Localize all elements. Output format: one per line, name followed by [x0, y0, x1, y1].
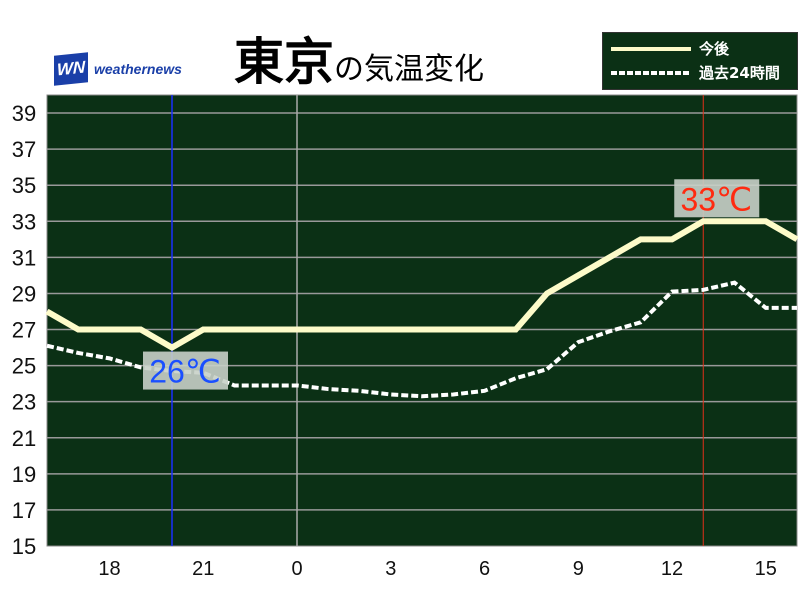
y-tick-label: 19	[12, 462, 36, 487]
y-tick-label: 23	[12, 390, 36, 415]
y-tick-label: 29	[12, 281, 36, 306]
legend-label: 過去24時間	[699, 64, 780, 82]
x-tick-label: 0	[291, 558, 302, 580]
x-tick-label: 12	[661, 558, 683, 580]
y-tick-label: 25	[12, 354, 36, 379]
y-tick-label: 17	[12, 498, 36, 523]
annotation-label: 33℃	[680, 181, 752, 217]
annotation-box	[674, 179, 760, 218]
title-city: 東京	[234, 33, 334, 91]
title-sub: の気温変化	[334, 52, 484, 87]
annotation-box	[143, 351, 228, 390]
x-tick-label: 15	[755, 558, 777, 580]
y-tick-label: 21	[12, 426, 36, 451]
chart-title: 東京の気温変化	[234, 22, 484, 94]
weathernews-logo: WN weathernews	[54, 52, 182, 86]
x-tick-label: 3	[385, 558, 396, 580]
legend-solid-line	[611, 46, 691, 51]
annotation-label: 26℃	[149, 354, 221, 390]
x-tick-label: 6	[479, 558, 490, 580]
legend-item-past: 過去24時間	[611, 62, 780, 83]
x-tick-label: 18	[98, 558, 120, 580]
legend: 今後 過去24時間	[602, 32, 798, 90]
x-tick-label: 21	[192, 558, 214, 580]
y-tick-label: 31	[12, 245, 36, 270]
y-tick-label: 37	[12, 137, 36, 162]
y-tick-label: 33	[12, 209, 36, 234]
y-tick-label: 27	[12, 318, 36, 343]
legend-label: 今後	[699, 40, 730, 58]
y-tick-label: 35	[12, 173, 36, 198]
legend-item-forecast: 今後	[611, 38, 729, 59]
y-tick-label: 39	[12, 101, 36, 126]
logo-text: weathernews	[94, 61, 182, 77]
y-tick-label: 15	[12, 534, 36, 559]
x-tick-label: 9	[573, 558, 584, 580]
plot-area	[46, 94, 798, 547]
legend-dashed-line	[611, 70, 691, 75]
